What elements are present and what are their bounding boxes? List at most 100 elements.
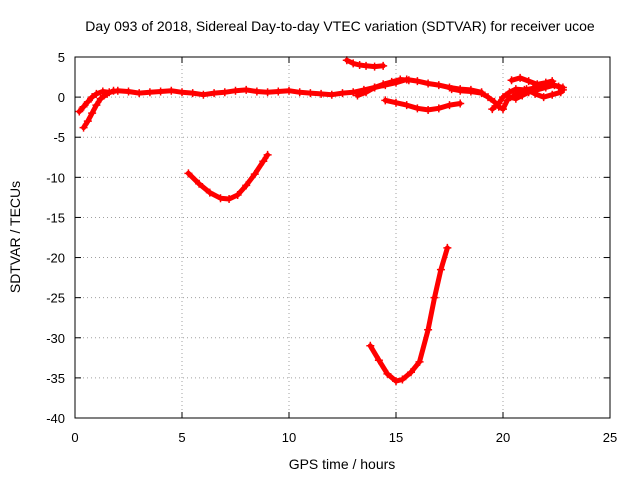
- data-point: [250, 170, 259, 179]
- data-point: [456, 99, 465, 108]
- data-point: [430, 293, 439, 302]
- data-point: [274, 87, 283, 96]
- data-point: [374, 356, 383, 365]
- data-point: [424, 105, 433, 114]
- data-point: [184, 169, 193, 178]
- data-point: [379, 61, 388, 70]
- data-point: [556, 88, 565, 97]
- data-point: [220, 88, 229, 97]
- data-point: [415, 357, 424, 366]
- data-point: [75, 107, 84, 116]
- data-point: [539, 93, 548, 102]
- y-tick-label: 0: [58, 90, 65, 105]
- data-point: [434, 104, 443, 113]
- data-point: [342, 56, 351, 65]
- data-point: [531, 89, 540, 98]
- grid-layer: [75, 57, 610, 418]
- data-point: [242, 85, 251, 94]
- data-point: [379, 80, 388, 89]
- data-layer: [75, 56, 567, 386]
- data-point: [92, 101, 101, 110]
- chart-title: Day 093 of 2018, Sidereal Day-to-day VTE…: [85, 18, 595, 34]
- data-point: [349, 88, 358, 97]
- data-point: [445, 101, 454, 110]
- data-point: [225, 194, 234, 203]
- data-point: [381, 96, 390, 105]
- data-point: [499, 105, 507, 114]
- x-tick-label: 25: [603, 430, 617, 445]
- data-point: [242, 181, 251, 190]
- data-point: [156, 87, 165, 96]
- data-point: [205, 188, 214, 197]
- y-tick-label: -35: [46, 371, 65, 386]
- data-point: [362, 88, 371, 97]
- data-point: [135, 89, 144, 98]
- data-point: [392, 377, 400, 386]
- x-tick-label: 5: [178, 430, 185, 445]
- series-track-12: [509, 85, 565, 102]
- data-point: [516, 88, 525, 97]
- data-point: [548, 77, 557, 86]
- data-point: [88, 109, 97, 118]
- x-tick-label: 10: [282, 430, 296, 445]
- y-axis-title: SDTVAR / TECUs: [7, 181, 23, 293]
- data-point: [524, 77, 533, 86]
- data-point: [295, 88, 304, 97]
- y-tick-label: -40: [46, 411, 65, 426]
- data-point: [406, 368, 415, 377]
- y-tick-label: -20: [46, 251, 65, 266]
- data-point: [387, 77, 396, 86]
- data-point: [306, 89, 315, 98]
- data-point: [145, 88, 154, 97]
- data-point: [79, 102, 88, 111]
- data-point: [477, 89, 486, 98]
- data-point: [413, 77, 422, 86]
- y-tick-label: -10: [46, 170, 65, 185]
- y-tick-label: -25: [46, 291, 65, 306]
- data-point: [404, 76, 413, 85]
- data-point: [443, 243, 452, 252]
- y-tick-label: -15: [46, 210, 65, 225]
- data-point: [188, 89, 197, 98]
- data-point: [436, 265, 445, 274]
- series-track-2: [79, 86, 118, 132]
- data-point: [96, 94, 105, 103]
- data-point: [516, 73, 525, 82]
- data-point: [285, 86, 293, 95]
- series-track-7: [366, 243, 452, 386]
- y-tick-label: 5: [58, 50, 65, 65]
- data-point: [109, 86, 118, 95]
- data-point: [317, 89, 326, 98]
- series-track-3: [184, 150, 272, 203]
- data-point: [353, 91, 362, 100]
- series-track-11: [507, 73, 557, 89]
- series-track-6: [381, 96, 465, 114]
- data-point: [548, 90, 557, 99]
- data-point: [507, 76, 516, 85]
- data-point: [355, 61, 364, 70]
- data-point: [413, 104, 422, 113]
- data-point: [541, 78, 550, 87]
- x-tick-label: 15: [389, 430, 403, 445]
- data-point: [366, 341, 375, 350]
- data-point: [79, 123, 88, 132]
- data-point: [392, 98, 400, 107]
- data-point: [488, 105, 497, 114]
- data-point: [424, 325, 433, 334]
- data-point: [494, 99, 503, 108]
- data-point: [195, 179, 204, 188]
- data-point: [259, 157, 268, 166]
- data-point: [83, 117, 92, 126]
- data-point: [509, 91, 518, 100]
- data-point: [210, 89, 219, 98]
- data-point: [263, 150, 272, 159]
- data-point: [199, 90, 208, 99]
- y-tick-label: -5: [53, 130, 65, 145]
- tick-layer: 0 5 10 15 20 25 5 0 -5 -10 -15 -20 -25 -30 -35 -40: [46, 50, 617, 445]
- data-point: [92, 89, 101, 98]
- plot-frame: [74, 56, 611, 419]
- data-point: [370, 62, 379, 71]
- data-point: [398, 375, 407, 384]
